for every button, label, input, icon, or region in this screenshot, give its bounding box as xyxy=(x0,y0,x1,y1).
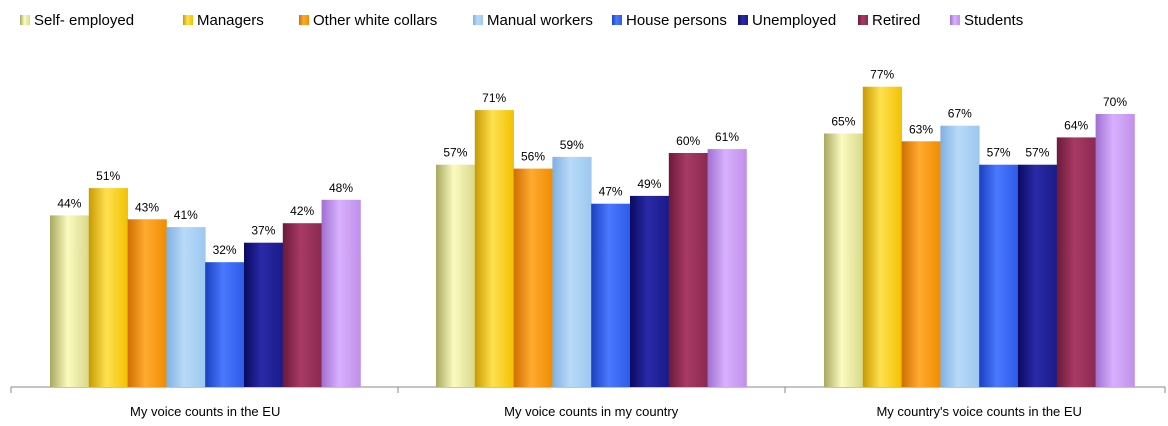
data-label: 60% xyxy=(676,134,700,148)
bar xyxy=(591,203,631,387)
legend-item: Unemployed xyxy=(738,12,836,29)
legend-label: Unemployed xyxy=(752,12,836,29)
legend: Self- employed Managers Other white collar… xyxy=(20,12,1023,29)
bar xyxy=(513,168,553,387)
bar xyxy=(321,199,361,387)
bar xyxy=(1018,164,1058,387)
data-label: 63% xyxy=(909,122,933,136)
bar xyxy=(166,227,206,387)
data-label: 77% xyxy=(870,68,894,82)
legend-label: Managers xyxy=(197,12,264,29)
data-label: 56% xyxy=(521,150,545,164)
category-label: My voice counts in my country xyxy=(504,404,679,419)
data-label: 43% xyxy=(135,200,159,214)
bar xyxy=(474,110,514,387)
bar xyxy=(205,262,245,387)
data-label: 67% xyxy=(948,107,972,121)
data-label: 42% xyxy=(290,204,314,218)
legend-swatch xyxy=(299,15,309,25)
legend-item: Retired xyxy=(858,12,920,29)
bar xyxy=(88,188,128,387)
data-label: 70% xyxy=(1103,95,1127,109)
bar xyxy=(707,149,747,387)
legend-swatch xyxy=(20,15,30,25)
category-label: My country's voice counts in the EU xyxy=(876,404,1082,419)
data-label: 71% xyxy=(482,91,506,105)
legend-label: Self- employed xyxy=(34,12,134,29)
data-label: 51% xyxy=(96,169,120,183)
legend-item: House persons xyxy=(612,12,727,29)
bar xyxy=(824,133,864,387)
legend-item: Manual workers xyxy=(473,12,593,29)
bar xyxy=(1095,114,1135,387)
data-label: 49% xyxy=(637,177,661,191)
data-label: 48% xyxy=(329,181,353,195)
legend-swatch xyxy=(950,15,960,25)
legend-swatch xyxy=(858,15,868,25)
category-label: My voice counts in the EU xyxy=(130,404,280,419)
bar xyxy=(127,219,167,387)
data-label: 47% xyxy=(599,185,623,199)
bar xyxy=(50,215,90,387)
bar xyxy=(1056,137,1096,387)
data-label: 32% xyxy=(213,243,237,257)
legend-swatch xyxy=(183,15,193,25)
bar xyxy=(940,125,980,387)
bar xyxy=(630,195,670,387)
legend-label: Other white collars xyxy=(313,12,437,29)
data-label: 37% xyxy=(251,224,275,238)
data-label: 61% xyxy=(715,130,739,144)
legend-item: Self- employed xyxy=(20,12,134,29)
bar xyxy=(862,86,902,387)
bar xyxy=(901,141,941,387)
data-label: 59% xyxy=(560,138,584,152)
data-label: 57% xyxy=(443,146,467,160)
legend-label: Students xyxy=(964,12,1023,29)
data-label: 41% xyxy=(174,208,198,222)
data-label: 57% xyxy=(1025,146,1049,160)
legend-swatch xyxy=(612,15,622,25)
bar xyxy=(552,156,592,387)
legend-swatch xyxy=(738,15,748,25)
data-label: 64% xyxy=(1064,118,1088,132)
legend-label: Manual workers xyxy=(487,12,593,29)
legend-item: Students xyxy=(950,12,1023,29)
bar xyxy=(436,164,476,387)
legend-item: Other white collars xyxy=(299,12,437,29)
data-label: 57% xyxy=(987,146,1011,160)
bar xyxy=(668,153,708,387)
data-label: 65% xyxy=(831,115,855,129)
legend-swatch xyxy=(473,15,483,25)
bar xyxy=(282,223,322,387)
bar xyxy=(979,164,1019,387)
data-label: 44% xyxy=(57,196,81,210)
plot-area: 44% 51% 43% 41% 32% 37% 42% 48% My voice counts … xyxy=(10,68,1166,419)
legend-label: Retired xyxy=(872,12,920,29)
bar xyxy=(244,242,284,387)
legend-item: Managers xyxy=(183,12,264,29)
legend-label: House persons xyxy=(626,12,727,29)
